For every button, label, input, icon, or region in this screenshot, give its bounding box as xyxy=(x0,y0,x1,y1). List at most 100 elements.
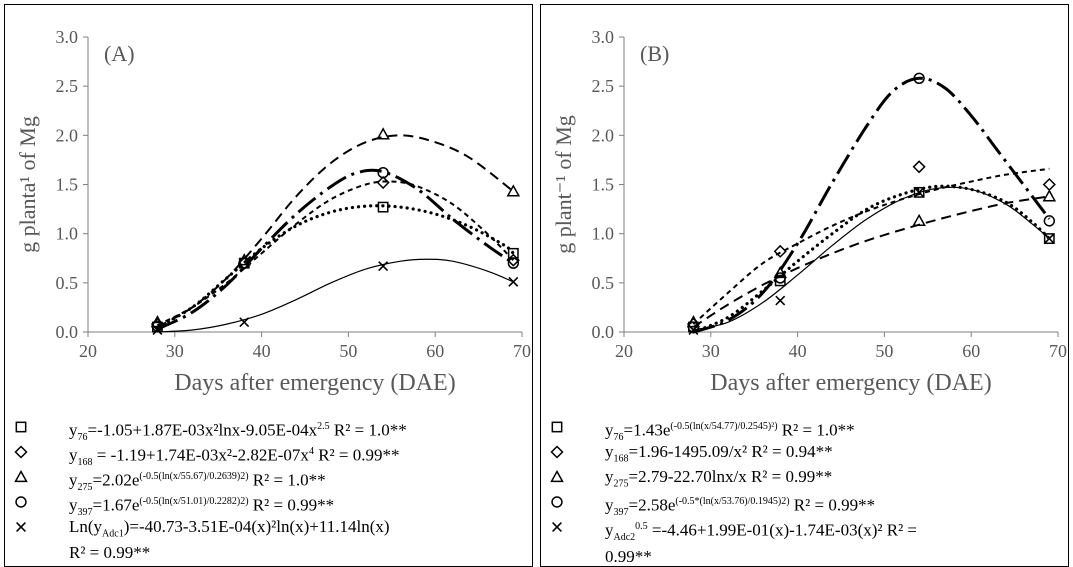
legend-entry: y168 = -1.19+1.74E-03x²-2.82E-07x4 R² = … xyxy=(5,442,532,468)
legend-marker-circle-shape xyxy=(551,496,563,508)
data-point-diamond xyxy=(1042,177,1056,192)
y-axis-title: g plant⁻¹ of Mg xyxy=(551,115,576,254)
data-point-x xyxy=(1044,233,1055,244)
plot-area-a: 0.0 0.5 1.0 1.5 2.0 2.5 3.0 20 30 40 50 60 70 Days af… xyxy=(15,27,531,396)
y-tick-label: 0.5 xyxy=(592,273,615,293)
data-point-x xyxy=(152,325,163,335)
chart-panel-a: 0.0 0.5 1.0 1.5 2.0 2.5 3.0 20 30 40 50 60 70 Days af… xyxy=(4,4,533,567)
legend-marker-triangle xyxy=(550,469,564,483)
legend-equation: yAdc20.5 =-4.46+1.99E-01(x)-1.74E-03(x)²… xyxy=(605,520,918,567)
y-tick-label: 0.5 xyxy=(56,273,79,293)
series-triangle-fit-line xyxy=(692,195,1050,328)
legend-marker-diamond-shape xyxy=(550,445,564,459)
data-point-x xyxy=(914,187,925,198)
data-point-x xyxy=(378,261,389,272)
data-point-circle xyxy=(377,167,389,179)
legend-marker-square xyxy=(15,421,27,433)
legend-marker-square xyxy=(551,421,563,433)
legend-marker-square-shape xyxy=(15,421,27,433)
legend-marker-square-shape xyxy=(551,421,563,433)
legend-entry: yAdc20.5 =-4.46+1.99E-01(x)-1.74E-03(x)²… xyxy=(541,517,1068,566)
y-tick-label: 2.5 xyxy=(592,76,615,96)
x-tick-label: 40 xyxy=(253,341,271,361)
series-x-fit-line xyxy=(691,184,1051,334)
legend-marker-triangle-shape xyxy=(14,469,28,483)
x-tick-label: 60 xyxy=(426,341,444,361)
data-point-x xyxy=(775,295,786,306)
x-tick-label: 30 xyxy=(702,341,720,361)
y-tick-label: 2.0 xyxy=(56,125,79,145)
data-point-diamond xyxy=(912,160,926,174)
series-circle-fit-line xyxy=(692,76,1051,334)
legend-entry: y397=1.67e(-0.5(ln(x/51.01)/0.2282)2) R²… xyxy=(5,492,532,518)
x-tick-label: 30 xyxy=(166,341,184,361)
x-tick-label: 20 xyxy=(79,341,97,361)
plot-area-b: 0.0 0.5 1.0 1.5 2.0 2.5 3.0 20 30 40 50 60 70 Days af… xyxy=(551,27,1067,396)
series-x-fit-line xyxy=(157,258,514,333)
data-point-circle xyxy=(1043,215,1056,227)
x-tick-label: 50 xyxy=(875,341,893,361)
y-axis-title: g planta¹ of Mg xyxy=(15,116,40,253)
y-tick-label: 0.0 xyxy=(592,322,615,342)
legend-equation: Ln(yAdc1)=-40.73-3.51E-04(x)²ln(x)+11.14… xyxy=(69,517,390,563)
series-diamond-fit-line xyxy=(156,180,515,327)
series-square-fit-line xyxy=(693,186,1050,331)
y-tick-label: 1.5 xyxy=(56,175,79,195)
data-point-diamond xyxy=(506,253,520,267)
x-tick-label: 50 xyxy=(339,341,357,361)
data-point-triangle xyxy=(376,127,390,140)
legend-marker-diamond xyxy=(14,445,28,459)
x-tick-label: 40 xyxy=(789,341,807,361)
series-triangle-fit-line xyxy=(156,134,514,328)
legend-equation: y275=2.02e(-0.5(ln(x/55.67)/0.2639)2) R²… xyxy=(69,470,326,494)
y-tick-label: 1.5 xyxy=(592,175,615,195)
legend-marker-x-shape xyxy=(16,522,26,532)
x-axis-title: Days after emergency (DAE) xyxy=(710,370,991,396)
data-point-triangle xyxy=(686,315,701,328)
data-point-x xyxy=(688,325,699,335)
legend-marker-circle-shape xyxy=(15,496,27,508)
legend-equation: y168 = -1.19+1.74E-03x²-2.82E-07x4 R² = … xyxy=(69,445,400,469)
y-tick-label: 1.0 xyxy=(56,224,79,244)
legend-marker-circle xyxy=(15,496,27,508)
data-point-triangle xyxy=(912,213,926,227)
y-tick-label: 2.0 xyxy=(592,125,615,145)
data-point-circle xyxy=(774,272,786,284)
legend-marker-x xyxy=(552,522,562,532)
y-tick-label: 3.0 xyxy=(592,27,615,47)
data-point-x xyxy=(508,276,519,287)
legend-equation: y76=1.43e(-0.5(ln(x/54.77)/0.2545)²) R² … xyxy=(605,420,855,444)
data-point-triangle xyxy=(506,184,521,197)
legend-equation: y168=1.96-1495.09/x² R² = 0.94** xyxy=(605,442,833,465)
x-tick-label: 70 xyxy=(1049,341,1067,361)
data-point-circle xyxy=(507,257,520,269)
data-point-circle xyxy=(238,257,250,269)
panel-label: (B) xyxy=(640,41,669,66)
x-tick-label: 20 xyxy=(615,341,633,361)
data-point-circle xyxy=(913,72,925,85)
legend-entry: y76=1.43e(-0.5(ln(x/54.77)/0.2545)²) R² … xyxy=(541,417,1068,443)
data-point-circle xyxy=(687,321,700,333)
y-tick-label: 1.0 xyxy=(592,224,615,244)
panel-label: (A) xyxy=(104,41,135,66)
legend-marker-triangle xyxy=(14,469,28,483)
legend-entry: Ln(yAdc1)=-40.73-3.51E-04(x)²ln(x)+11.14… xyxy=(5,517,532,562)
legend-equation: y275=2.79-22.70lnx/x R² = 0.99** xyxy=(605,467,833,490)
data-point-square xyxy=(377,201,389,213)
legend-entry: y397=2.58e(-0.5*(ln(x/53.76)/0.1945)2) R… xyxy=(541,492,1068,518)
x-axis-title: Days after emergency (DAE) xyxy=(174,370,455,396)
data-point-triangle xyxy=(773,265,788,279)
data-point-diamond xyxy=(376,175,390,190)
legend-entry: y275=2.79-22.70lnx/x R² = 0.99** xyxy=(541,467,1068,493)
legend-equation: y397=1.67e(-0.5(ln(x/51.01)/0.2282)2) R²… xyxy=(69,495,335,519)
legend-entry: y168=1.96-1495.09/x² R² = 0.94** xyxy=(541,442,1068,468)
legend-entry: y76=-1.05+1.87E-03x²lnx-9.05E-04x2.5 R² … xyxy=(5,417,532,443)
legend-equation: y397=2.58e(-0.5*(ln(x/53.76)/0.1945)2) R… xyxy=(605,495,876,519)
data-point-square xyxy=(1043,233,1055,245)
legend-marker-circle xyxy=(551,496,563,508)
legend-marker-x-shape xyxy=(552,522,562,532)
legend-entry: y275=2.02e(-0.5(ln(x/55.67)/0.2639)2) R²… xyxy=(5,467,532,493)
chart-panel-b: 0.0 0.5 1.0 1.5 2.0 2.5 3.0 20 30 40 50 60 70 Days af… xyxy=(540,4,1069,567)
data-point-square xyxy=(913,186,925,198)
x-tick-label: 70 xyxy=(513,341,531,361)
